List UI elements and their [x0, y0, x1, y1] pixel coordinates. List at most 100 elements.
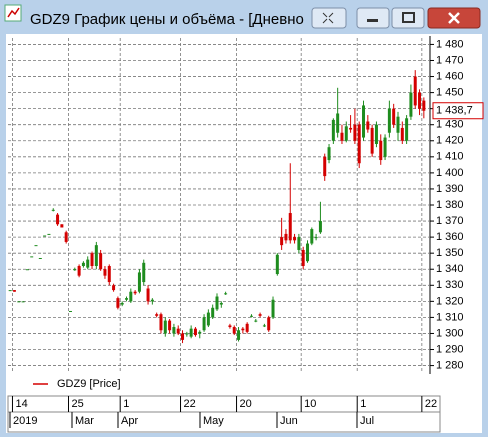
restore-glyph: [322, 12, 334, 24]
candle-body: [366, 121, 370, 130]
candle-body: [25, 269, 29, 271]
x-tick-label: 14: [15, 398, 27, 410]
candle-body: [68, 310, 72, 312]
restore-button[interactable]: [311, 7, 347, 29]
candle-body: [155, 314, 159, 316]
candle-body: [249, 315, 253, 317]
candle-body: [198, 331, 202, 334]
candle-body: [142, 262, 146, 283]
candle-body: [219, 302, 223, 305]
candle-body: [43, 235, 47, 237]
candle-body: [137, 272, 141, 292]
candle-body: [422, 100, 426, 111]
candle-body: [374, 124, 378, 144]
x-tick-label: 10: [304, 398, 316, 410]
window-title: GDZ9 График цены и объёма - [Дневно: [30, 11, 304, 28]
candle-body: [340, 132, 344, 141]
candle-body: [284, 233, 288, 241]
candle-body: [94, 245, 98, 267]
last-price-label: 1 438,7: [436, 105, 473, 117]
x-axis-strip: [7, 395, 441, 433]
chart: 1 280 1 290 1 300 1 310 1 320 1 330 1 340 1 350…: [7, 36, 484, 433]
candle-body: [405, 118, 409, 141]
candle-body: [215, 296, 219, 310]
y-tick-label: 1 310: [436, 311, 464, 323]
candle-body: [90, 253, 94, 267]
candle-body: [288, 213, 292, 241]
candle-body: [271, 299, 275, 318]
candle-body: [77, 266, 81, 276]
candle-body: [305, 243, 309, 262]
candle-body: [12, 290, 16, 292]
candle-body: [8, 290, 12, 292]
candle-body: [357, 124, 361, 164]
y-tick-label: 1 420: [436, 135, 464, 147]
candle-body: [202, 317, 206, 331]
candle-body: [172, 327, 176, 334]
candle-body: [267, 317, 271, 331]
candle-body: [387, 108, 391, 133]
minimize-button[interactable]: [356, 7, 390, 29]
candle-body: [176, 328, 180, 334]
candle-body: [21, 301, 25, 303]
candle-body: [293, 237, 297, 241]
candle-body: [418, 92, 422, 109]
period-label: Jul: [360, 415, 374, 427]
y-tick-label: 1 360: [436, 231, 464, 243]
candle-body: [129, 291, 133, 302]
candle-body: [30, 256, 34, 258]
maximize-button[interactable]: [391, 7, 425, 29]
candle-body: [241, 328, 245, 331]
candle-body: [17, 301, 21, 303]
x-tick-label: 22: [184, 398, 196, 410]
candle-body: [56, 214, 60, 225]
candle-body: [189, 328, 193, 337]
candle-body: [181, 333, 185, 340]
client-area: [6, 34, 482, 433]
candle-body: [168, 320, 172, 331]
y-tick-label: 1 380: [436, 199, 464, 211]
candle-body: [193, 328, 197, 336]
y-tick-label: 1 350: [436, 247, 464, 259]
candle-body: [47, 233, 51, 235]
candle-body: [396, 116, 400, 133]
candle-body: [323, 156, 327, 177]
candle-body: [362, 105, 366, 138]
y-tick-label: 1 470: [436, 54, 464, 66]
candle-body: [336, 113, 340, 133]
y-tick-label: 1 320: [436, 295, 464, 307]
candle-body: [254, 320, 258, 322]
candle-body: [301, 249, 305, 267]
candle-body: [297, 237, 301, 250]
x-tick-label: 1: [123, 398, 129, 410]
candle-body: [314, 237, 318, 239]
candle-body: [379, 140, 383, 161]
candle-body: [331, 119, 335, 141]
legend-label: GDZ9 [Price]: [57, 378, 121, 390]
candle-body: [133, 291, 137, 294]
x-tick-label: 22: [425, 398, 437, 410]
candle-body: [318, 221, 322, 233]
candle-body: [224, 293, 228, 295]
candle-body: [310, 229, 314, 244]
candle-body: [163, 320, 167, 334]
close-glyph: [448, 12, 460, 24]
candle-body: [409, 92, 413, 117]
y-tick-label: 1 480: [436, 38, 464, 50]
candle-body: [99, 253, 103, 270]
y-tick-label: 1 330: [436, 279, 464, 291]
candle-body: [159, 314, 163, 331]
candle-body: [81, 262, 85, 267]
candle-body: [64, 232, 68, 242]
y-tick-label: 1 280: [436, 359, 464, 371]
candle-body: [86, 259, 90, 268]
candle-body: [73, 269, 77, 271]
period-label: Jun: [280, 415, 298, 427]
candle-body: [185, 333, 189, 335]
y-tick-label: 1 450: [436, 87, 464, 99]
candle-body: [120, 302, 124, 305]
candle-body: [38, 257, 42, 259]
x-tick-label: 1: [360, 398, 366, 410]
